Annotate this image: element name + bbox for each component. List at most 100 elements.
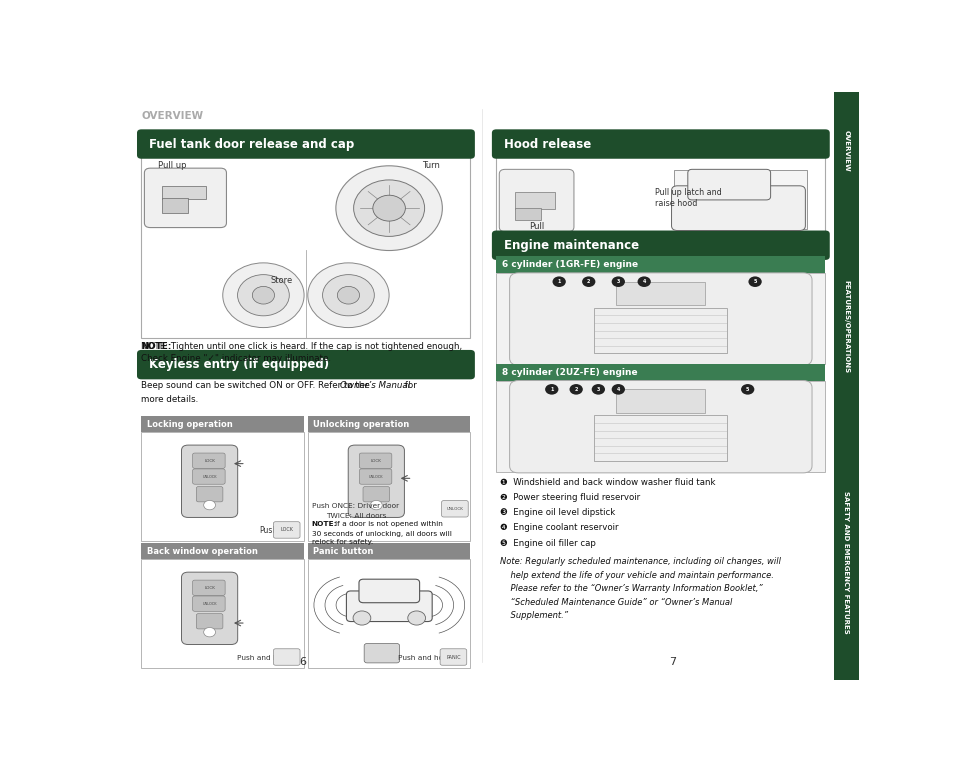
- Text: 3: 3: [596, 387, 599, 392]
- Text: ❸  Engine oil level dipstick: ❸ Engine oil level dipstick: [499, 508, 615, 517]
- Text: UNLOCK: UNLOCK: [202, 601, 216, 606]
- FancyBboxPatch shape: [193, 580, 225, 595]
- FancyBboxPatch shape: [348, 445, 404, 517]
- Text: 30 seconds of unlocking, all doors will: 30 seconds of unlocking, all doors will: [312, 530, 452, 536]
- Text: PANIC: PANIC: [446, 655, 460, 659]
- Text: “Scheduled Maintenance Guide” or “Owner’s Manual: “Scheduled Maintenance Guide” or “Owner’…: [499, 597, 732, 607]
- Bar: [673, 170, 806, 228]
- FancyBboxPatch shape: [181, 445, 237, 517]
- FancyBboxPatch shape: [363, 487, 389, 502]
- Text: Beep sound can be switched ON or OFF. Refer to the: Beep sound can be switched ON or OFF. Re…: [141, 380, 373, 390]
- Circle shape: [237, 274, 289, 316]
- Circle shape: [581, 277, 595, 287]
- Text: 5: 5: [745, 387, 749, 392]
- Circle shape: [748, 277, 760, 287]
- Bar: [833, 92, 858, 680]
- Text: Hood release: Hood release: [503, 138, 590, 151]
- Text: LOCK: LOCK: [371, 458, 381, 463]
- Text: Supplement.”: Supplement.”: [499, 611, 568, 620]
- Bar: [308, 543, 470, 559]
- Text: Engine maintenance: Engine maintenance: [503, 238, 639, 251]
- FancyBboxPatch shape: [439, 649, 466, 665]
- Bar: [308, 559, 470, 668]
- Text: for: for: [401, 380, 416, 390]
- Circle shape: [337, 286, 359, 304]
- Circle shape: [370, 500, 382, 510]
- Circle shape: [335, 166, 442, 251]
- Text: ❺  Engine oil filler cap: ❺ Engine oil filler cap: [499, 539, 596, 548]
- FancyBboxPatch shape: [358, 579, 419, 603]
- Bar: [141, 559, 303, 668]
- Circle shape: [322, 274, 374, 316]
- Text: Turn: Turn: [422, 161, 439, 170]
- Text: Panic button: Panic button: [313, 546, 374, 555]
- FancyBboxPatch shape: [498, 170, 574, 231]
- Circle shape: [353, 611, 371, 625]
- Bar: [594, 308, 726, 354]
- Text: Store: Store: [271, 276, 293, 285]
- Circle shape: [569, 384, 582, 395]
- FancyBboxPatch shape: [492, 129, 829, 159]
- Text: 5: 5: [753, 279, 756, 284]
- Text: UNLOCK: UNLOCK: [202, 474, 216, 478]
- Bar: [141, 432, 303, 541]
- Text: NOTE:: NOTE:: [141, 342, 172, 351]
- Circle shape: [373, 196, 405, 221]
- Circle shape: [252, 286, 274, 304]
- FancyBboxPatch shape: [137, 350, 475, 380]
- Text: UNLOCK: UNLOCK: [369, 474, 383, 478]
- Bar: [162, 198, 188, 213]
- Text: Locking operation: Locking operation: [147, 419, 233, 429]
- FancyBboxPatch shape: [144, 168, 226, 228]
- Text: LOCK: LOCK: [204, 586, 214, 590]
- Bar: [308, 432, 470, 541]
- Bar: [616, 282, 704, 306]
- Text: help extend the life of your vehicle and maintain performance.: help extend the life of your vehicle and…: [499, 571, 773, 580]
- FancyBboxPatch shape: [492, 231, 829, 260]
- Circle shape: [203, 627, 215, 637]
- Text: Fuel tank door release and cap: Fuel tank door release and cap: [149, 138, 354, 151]
- FancyBboxPatch shape: [359, 469, 392, 484]
- Circle shape: [740, 384, 754, 395]
- FancyBboxPatch shape: [509, 273, 811, 365]
- Circle shape: [611, 277, 624, 287]
- Bar: [496, 257, 824, 273]
- FancyBboxPatch shape: [274, 649, 299, 665]
- Text: UNLOCK: UNLOCK: [446, 507, 463, 511]
- Bar: [515, 208, 540, 220]
- Circle shape: [552, 277, 565, 287]
- Text: If a door is not opened within: If a door is not opened within: [335, 520, 442, 526]
- FancyBboxPatch shape: [193, 469, 225, 484]
- FancyBboxPatch shape: [181, 572, 237, 645]
- Text: 6 cylinder (1GR-FE) engine: 6 cylinder (1GR-FE) engine: [501, 260, 638, 269]
- Text: Push and hold: Push and hold: [237, 655, 289, 661]
- Circle shape: [308, 263, 389, 328]
- FancyBboxPatch shape: [196, 487, 223, 502]
- Circle shape: [203, 500, 215, 510]
- Text: 4: 4: [641, 279, 645, 284]
- FancyBboxPatch shape: [193, 596, 225, 611]
- Circle shape: [637, 277, 650, 287]
- FancyBboxPatch shape: [193, 453, 225, 468]
- Text: NOTE: Tighten until one click is heard. If the cap is not tightened enough,
Chec: NOTE: Tighten until one click is heard. …: [141, 342, 462, 364]
- Text: Owner’s Manual: Owner’s Manual: [339, 380, 409, 390]
- Bar: [141, 543, 303, 559]
- Text: Push and hold: Push and hold: [397, 655, 450, 661]
- Circle shape: [544, 384, 558, 395]
- Text: 4: 4: [616, 387, 619, 392]
- Text: Push ONCE: Driver door: Push ONCE: Driver door: [312, 503, 398, 509]
- Text: 7: 7: [668, 657, 675, 667]
- Circle shape: [407, 611, 425, 625]
- FancyBboxPatch shape: [359, 453, 392, 468]
- Text: Pull up: Pull up: [157, 161, 186, 170]
- Text: LOCK: LOCK: [204, 458, 214, 463]
- Text: OVERVIEW: OVERVIEW: [842, 130, 848, 171]
- Bar: [496, 155, 824, 238]
- Text: ❷  Power steering fluid reservoir: ❷ Power steering fluid reservoir: [499, 493, 639, 502]
- Bar: [594, 416, 726, 461]
- Text: Keyless entry (if equipped): Keyless entry (if equipped): [149, 358, 329, 371]
- Bar: [308, 416, 470, 432]
- FancyBboxPatch shape: [441, 500, 468, 517]
- Bar: [162, 186, 206, 199]
- FancyBboxPatch shape: [509, 380, 811, 473]
